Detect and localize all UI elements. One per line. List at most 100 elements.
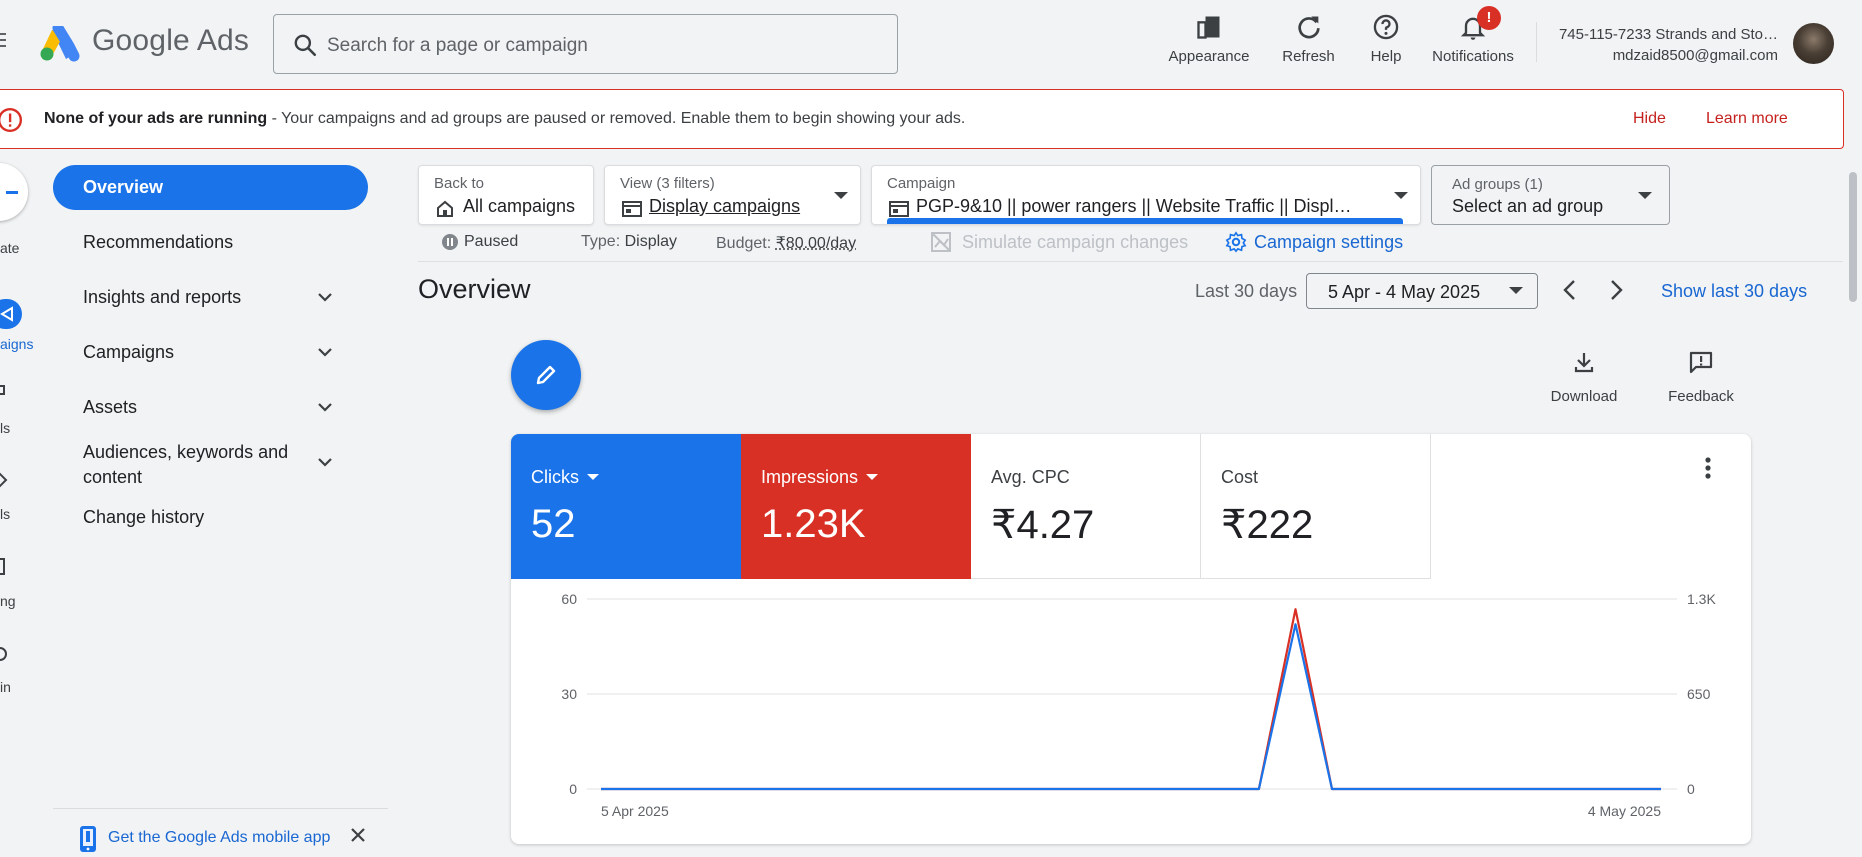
metric-avg-cpc[interactable]: Avg. CPC ₹4.27	[971, 434, 1201, 579]
goals-icon[interactable]	[0, 384, 8, 402]
chevron-down-icon[interactable]	[316, 288, 334, 306]
chevron-down-icon[interactable]	[316, 398, 334, 416]
refresh-button[interactable]: Refresh	[1271, 10, 1346, 70]
metric-impressions-value: 1.23K	[761, 502, 866, 546]
bell-icon	[1460, 17, 1486, 40]
campaign-type: Type: Display	[581, 233, 677, 251]
logo-text[interactable]: Google Ads	[92, 24, 250, 57]
campaign-selected-indicator	[887, 218, 1403, 224]
display-icon	[622, 201, 642, 217]
nav-audiences-keywords-content[interactable]: Audiences, keywords and content	[83, 442, 289, 487]
metric-cost-value: ₹222	[1221, 503, 1314, 547]
download-button[interactable]: Download	[1546, 350, 1622, 405]
help-icon	[1373, 14, 1399, 40]
adgroups-big-label: Select an ad group	[1452, 196, 1604, 216]
download-label: Download	[1550, 388, 1618, 405]
avatar[interactable]	[1793, 23, 1834, 64]
help-button[interactable]: Help	[1366, 10, 1406, 70]
menu-icon[interactable]	[0, 33, 6, 47]
rail-tools-label[interactable]: ls	[0, 506, 11, 522]
show-last-30-days-link[interactable]: Show last 30 days	[1661, 281, 1808, 301]
series-line-clicks	[601, 623, 1661, 791]
dropdown-arrow-icon	[1509, 287, 1523, 294]
appearance-button[interactable]: Appearance	[1163, 10, 1255, 70]
google-ads-logo-icon[interactable]	[38, 26, 80, 62]
date-range-picker[interactable]: 5 Apr - 4 May 2025	[1306, 273, 1538, 309]
ad-groups-selector[interactable]: Ad groups (1) Select an ad group	[1431, 165, 1670, 225]
metric-impressions[interactable]: Impressions 1.23K	[741, 434, 971, 579]
error-icon	[0, 107, 23, 133]
date-range-label: Last 30 days	[1195, 281, 1298, 301]
more-options-icon[interactable]	[1704, 456, 1712, 480]
admin-icon[interactable]	[0, 644, 8, 664]
billing-icon[interactable]	[0, 557, 8, 577]
top-header: Google Ads Search for a page or campaign…	[0, 0, 1862, 86]
appearance-icon	[1197, 16, 1220, 39]
metric-avg-cpc-value: ₹4.27	[991, 503, 1095, 547]
nav-campaigns[interactable]: Campaigns	[83, 342, 175, 362]
chevron-down-icon[interactable]	[316, 343, 334, 361]
nav-change-history[interactable]: Change history	[83, 507, 205, 527]
type-value: Display	[624, 233, 678, 250]
search-placeholder: Search for a page or campaign	[327, 35, 588, 56]
sidebar-divider	[53, 808, 388, 809]
mobile-app-text: Get the Google Ads mobile app	[108, 829, 331, 846]
x-axis-end-label: 4 May 2025	[1588, 803, 1661, 819]
simulate-changes-button[interactable]: Simulate campaign changes	[962, 232, 1189, 252]
search-input[interactable]: Search for a page or campaign	[273, 14, 898, 74]
metric-clicks[interactable]: Clicks 52	[511, 434, 741, 579]
paused-icon	[442, 234, 458, 250]
page-title: Overview	[418, 274, 531, 304]
metric-clicks-label: Clicks	[531, 467, 599, 488]
rail-campaigns-pill[interactable]	[0, 299, 22, 329]
display-icon	[889, 201, 909, 217]
account-info[interactable]: 745-115-7233 Strands and Sto… mdzaid8500…	[1550, 24, 1778, 66]
type-label: Type:	[581, 233, 621, 250]
metric-cost-label: Cost	[1221, 467, 1259, 487]
help-label: Help	[1370, 48, 1402, 65]
appearance-label: Appearance	[1168, 48, 1250, 65]
performance-card: Clicks 52 Impressions 1.23K Avg. CPC ₹4.…	[511, 434, 1751, 844]
tools-icon[interactable]	[0, 470, 10, 490]
hide-link[interactable]: Hide	[1633, 110, 1666, 127]
right-axis-tick-label: 1.3K	[1687, 591, 1716, 607]
back-small-label: Back to	[434, 175, 485, 192]
feedback-label: Feedback	[1668, 388, 1734, 405]
view-big-label: Display campaigns	[649, 196, 801, 216]
chevron-right-icon[interactable]	[1606, 279, 1626, 301]
edit-fab-button[interactable]	[511, 340, 581, 410]
nav-assets[interactable]: Assets	[83, 397, 138, 417]
simulate-icon	[931, 232, 951, 252]
rail-campaigns-label[interactable]: aigns	[0, 336, 34, 352]
campaign-settings-link[interactable]: Campaign settings	[1254, 232, 1404, 252]
account-name: 745-115-7233 Strands and Sto…	[1558, 26, 1778, 43]
rail-create-label: ate	[0, 240, 20, 256]
account-email: mdzaid8500@gmail.com	[1612, 47, 1778, 64]
banner-bold: None of your ads are running	[44, 110, 268, 127]
rail-billing-label[interactable]: ng	[0, 593, 16, 609]
campaign-status[interactable]: Paused	[464, 233, 519, 250]
view-filter-dropdown[interactable]: View (3 filters) Display campaigns	[604, 165, 861, 225]
notifications-button[interactable]: ! Notifications	[1426, 6, 1520, 70]
nav-insights-and-reports[interactable]: Insights and reports	[83, 287, 242, 307]
back-to-campaigns[interactable]: Back to All campaigns	[418, 165, 594, 225]
right-axis-tick-label: 0	[1687, 781, 1695, 797]
rail-admin-label[interactable]: in	[0, 679, 11, 695]
campaign-selector[interactable]: Campaign PGP-9&10 || power rangers || We…	[871, 165, 1421, 225]
rail-goals-label[interactable]: ls	[0, 420, 11, 436]
page-scrollbar[interactable]	[1849, 172, 1857, 302]
chevron-down-icon[interactable]	[316, 453, 334, 471]
campaign-budget[interactable]: Budget: ₹80.00/day	[716, 233, 856, 253]
metric-cost[interactable]: Cost ₹222	[1201, 434, 1431, 579]
close-icon[interactable]	[350, 827, 366, 843]
campaign-big-label: PGP-9&10 || power rangers || Website Tra…	[916, 196, 1352, 216]
create-button[interactable]	[0, 163, 28, 221]
adgroups-small-label: Ad groups (1)	[1452, 176, 1543, 193]
feedback-button[interactable]: Feedback	[1662, 350, 1740, 405]
header-divider	[1536, 22, 1537, 62]
chevron-left-icon[interactable]	[1560, 279, 1580, 301]
nav-recommendations[interactable]: Recommendations	[83, 232, 234, 252]
nav-overview[interactable]: Overview	[53, 165, 368, 210]
alert-banner: None of your ads are running - Your camp…	[0, 89, 1844, 149]
learn-more-link[interactable]: Learn more	[1706, 110, 1788, 127]
